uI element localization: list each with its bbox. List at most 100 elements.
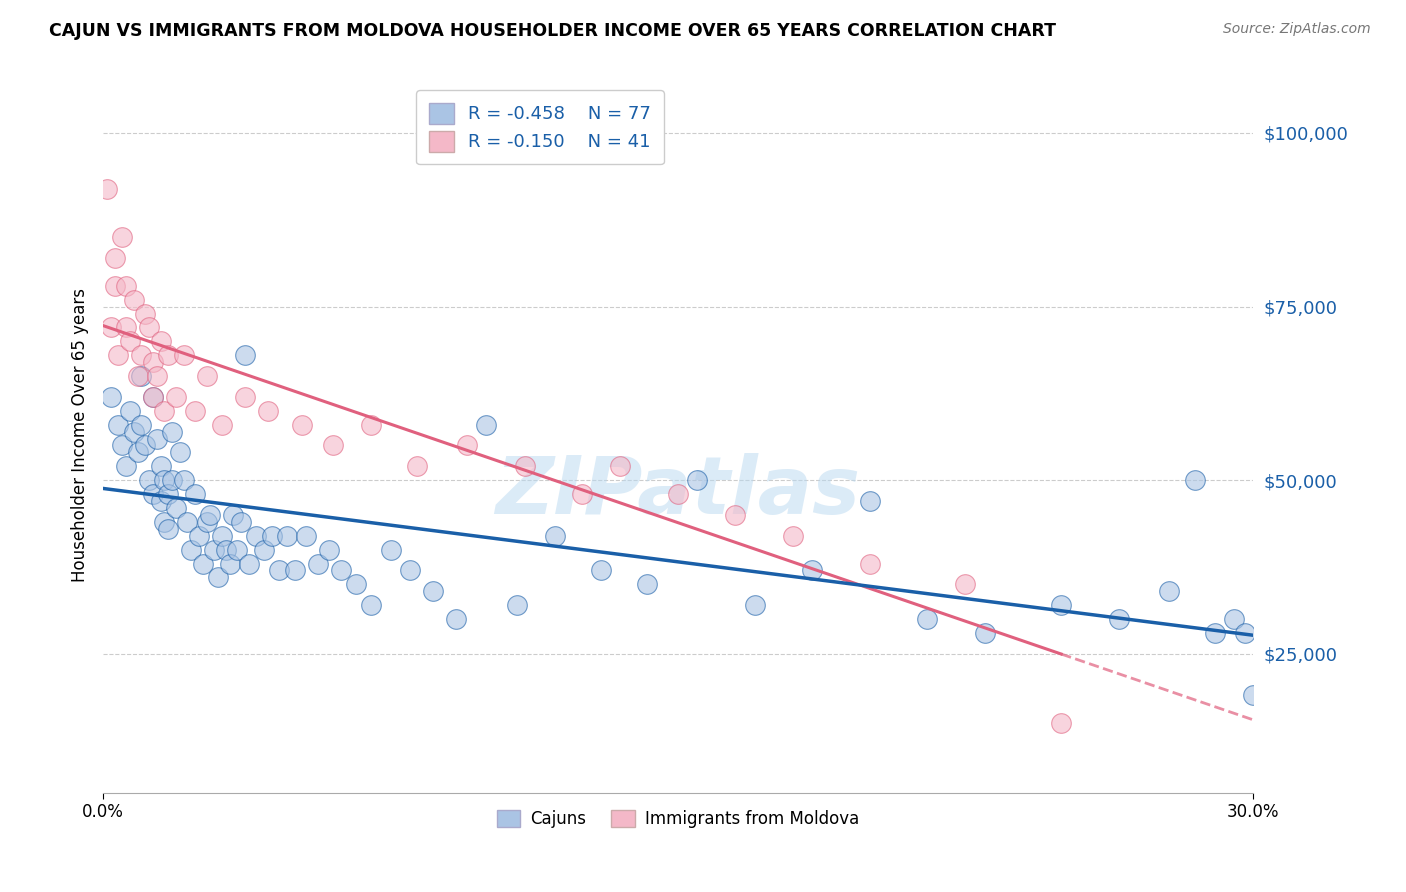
Cajuns	[142, 390, 165, 404]
Immigrants from Moldova	[955, 577, 977, 591]
Immigrants from Moldova	[142, 355, 165, 369]
Cajuns	[398, 564, 420, 578]
Cajuns	[1184, 473, 1206, 487]
Cajuns	[475, 417, 498, 432]
Immigrants from Moldova	[257, 403, 280, 417]
Immigrants from Moldova	[115, 278, 138, 293]
Immigrants from Moldova	[104, 251, 127, 265]
Cajuns	[211, 529, 233, 543]
Cajuns	[1050, 598, 1073, 612]
Cajuns	[138, 473, 160, 487]
Immigrants from Moldova	[115, 320, 138, 334]
Cajuns	[153, 515, 176, 529]
Cajuns	[127, 445, 149, 459]
Cajuns	[444, 612, 467, 626]
Cajuns	[131, 369, 153, 384]
Cajuns	[238, 557, 260, 571]
Cajuns	[295, 529, 318, 543]
Cajuns	[146, 432, 169, 446]
Immigrants from Moldova	[127, 369, 149, 384]
Immigrants from Moldova	[406, 459, 429, 474]
Immigrants from Moldova	[100, 320, 122, 334]
Immigrants from Moldova	[1050, 716, 1073, 731]
Cajuns	[229, 515, 252, 529]
Cajuns	[360, 598, 382, 612]
Cajuns	[318, 542, 340, 557]
Cajuns	[157, 522, 180, 536]
Cajuns	[115, 459, 138, 474]
Cajuns	[1157, 584, 1180, 599]
Cajuns	[111, 438, 134, 452]
Immigrants from Moldova	[456, 438, 478, 452]
Cajuns	[422, 584, 444, 599]
Immigrants from Moldova	[138, 320, 160, 334]
Cajuns	[118, 403, 141, 417]
Cajuns	[1241, 689, 1264, 703]
Cajuns	[215, 542, 238, 557]
Cajuns	[636, 577, 658, 591]
Cajuns	[165, 500, 187, 515]
Cajuns	[973, 626, 995, 640]
Cajuns	[149, 459, 172, 474]
Cajuns	[744, 598, 766, 612]
Cajuns	[195, 515, 218, 529]
Immigrants from Moldova	[782, 529, 804, 543]
Cajuns	[506, 598, 529, 612]
Cajuns	[184, 487, 207, 501]
Cajuns	[180, 542, 202, 557]
Immigrants from Moldova	[513, 459, 536, 474]
Cajuns	[307, 557, 329, 571]
Cajuns	[157, 487, 180, 501]
Cajuns	[153, 473, 176, 487]
Immigrants from Moldova	[233, 390, 256, 404]
Cajuns	[1108, 612, 1130, 626]
Cajuns	[176, 515, 198, 529]
Immigrants from Moldova	[131, 348, 153, 362]
Cajuns	[191, 557, 214, 571]
Immigrants from Moldova	[149, 334, 172, 349]
Cajuns	[591, 564, 613, 578]
Cajuns	[1222, 612, 1244, 626]
Text: ZIPatlas: ZIPatlas	[495, 453, 860, 532]
Cajuns	[801, 564, 824, 578]
Immigrants from Moldova	[157, 348, 180, 362]
Cajuns	[169, 445, 191, 459]
Cajuns	[200, 508, 222, 522]
Cajuns	[122, 425, 145, 439]
Cajuns	[1204, 626, 1226, 640]
Cajuns	[344, 577, 367, 591]
Cajuns	[222, 508, 245, 522]
Y-axis label: Householder Income Over 65 years: Householder Income Over 65 years	[72, 288, 89, 582]
Immigrants from Moldova	[211, 417, 233, 432]
Legend: Cajuns, Immigrants from Moldova: Cajuns, Immigrants from Moldova	[491, 803, 866, 834]
Cajuns	[269, 564, 291, 578]
Cajuns	[686, 473, 709, 487]
Cajuns	[253, 542, 276, 557]
Cajuns	[173, 473, 195, 487]
Immigrants from Moldova	[111, 230, 134, 244]
Cajuns	[1234, 626, 1257, 640]
Cajuns	[233, 348, 256, 362]
Cajuns	[329, 564, 352, 578]
Cajuns	[134, 438, 156, 452]
Immigrants from Moldova	[122, 293, 145, 307]
Immigrants from Moldova	[173, 348, 195, 362]
Immigrants from Moldova	[96, 181, 118, 195]
Immigrants from Moldova	[291, 417, 314, 432]
Cajuns	[160, 425, 183, 439]
Cajuns	[260, 529, 283, 543]
Cajuns	[380, 542, 402, 557]
Immigrants from Moldova	[104, 278, 127, 293]
Cajuns	[226, 542, 249, 557]
Cajuns	[276, 529, 298, 543]
Text: CAJUN VS IMMIGRANTS FROM MOLDOVA HOUSEHOLDER INCOME OVER 65 YEARS CORRELATION CH: CAJUN VS IMMIGRANTS FROM MOLDOVA HOUSEHO…	[49, 22, 1056, 40]
Immigrants from Moldova	[134, 306, 156, 320]
Immigrants from Moldova	[142, 390, 165, 404]
Cajuns	[915, 612, 938, 626]
Immigrants from Moldova	[858, 557, 880, 571]
Cajuns	[284, 564, 307, 578]
Immigrants from Moldova	[153, 403, 176, 417]
Cajuns	[160, 473, 183, 487]
Cajuns	[149, 494, 172, 508]
Cajuns	[544, 529, 567, 543]
